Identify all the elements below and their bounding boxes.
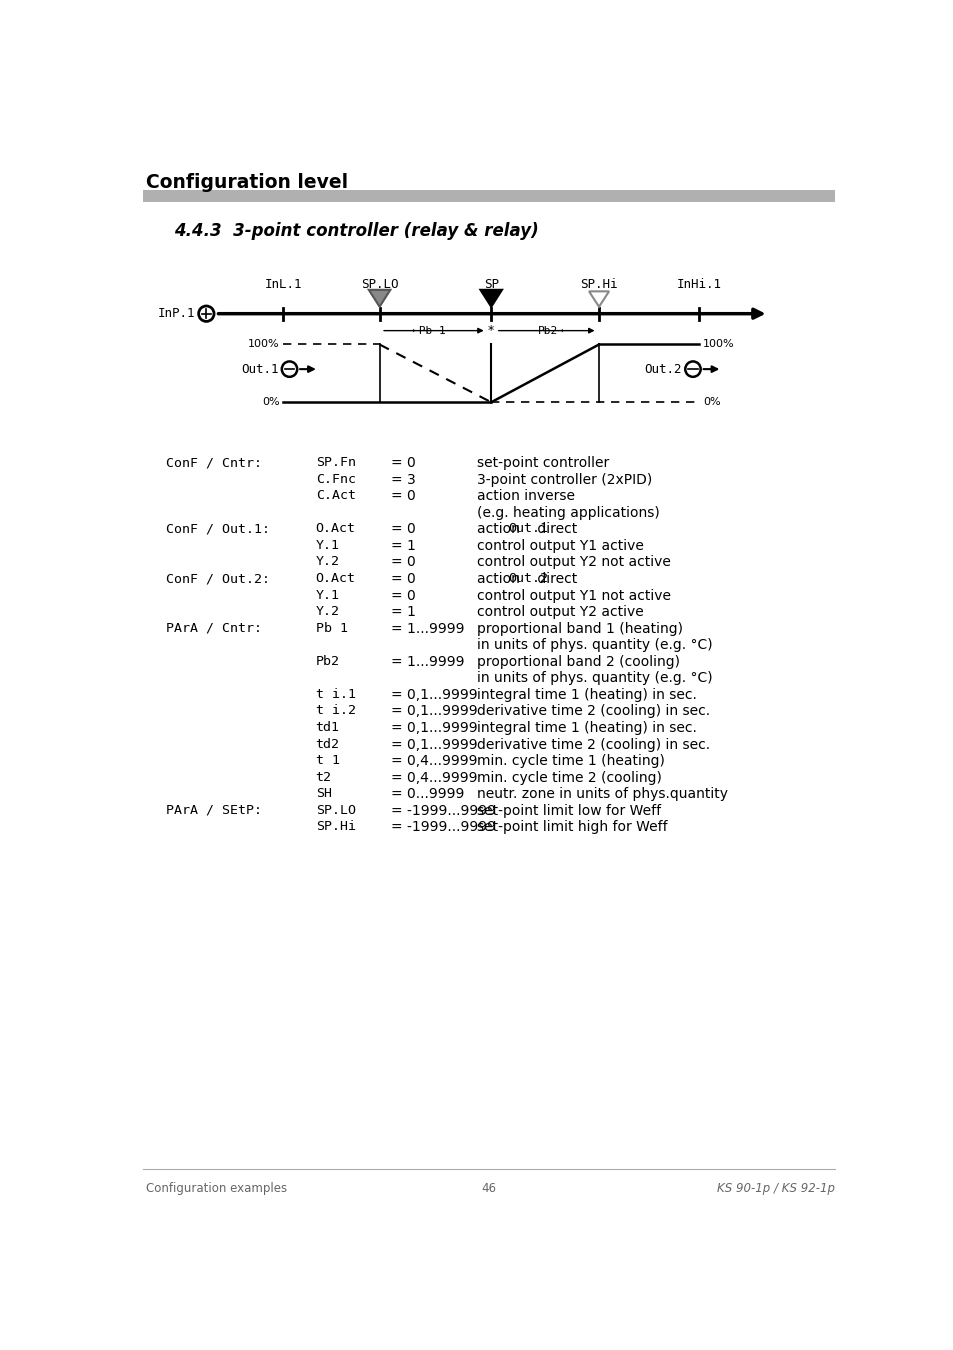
Text: Configuration examples: Configuration examples [146,1183,287,1195]
Text: SP.Fn: SP.Fn [315,456,355,470]
Text: = -1999...9999: = -1999...9999 [391,803,496,818]
Text: InHi.1: InHi.1 [676,278,720,290]
Text: neutr. zone in units of phys.quantity: neutr. zone in units of phys.quantity [476,787,727,802]
Text: C.Fnc: C.Fnc [315,472,355,486]
Text: 4.4.3  3-point controller (relay & relay): 4.4.3 3-point controller (relay & relay) [173,221,538,240]
Text: InL.1: InL.1 [264,278,302,290]
Text: set-point controller: set-point controller [476,456,609,470]
Text: integral time 1 (heating) in sec.: integral time 1 (heating) in sec. [476,721,697,734]
Text: action: action [476,572,524,586]
Text: Out.1: Out.1 [241,363,278,375]
Text: = -1999...9999: = -1999...9999 [391,821,496,834]
Text: 3-point controller (2xPID): 3-point controller (2xPID) [476,472,652,487]
Text: t i.2: t i.2 [315,705,355,717]
Text: in units of phys. quantity (e.g. °C): in units of phys. quantity (e.g. °C) [476,671,712,686]
Text: t2: t2 [315,771,332,784]
Text: ←Pb 1: ←Pb 1 [412,325,445,336]
Text: Pb2: Pb2 [315,655,339,668]
Text: = 0: = 0 [391,572,416,586]
Text: Y.2: Y.2 [315,555,339,568]
Text: Y.2: Y.2 [315,605,339,618]
Text: min. cycle time 1 (heating): min. cycle time 1 (heating) [476,755,664,768]
Text: t i.1: t i.1 [315,688,355,701]
Text: control output Y1 not active: control output Y1 not active [476,589,671,602]
Text: SP.Hi: SP.Hi [315,821,355,833]
Text: SP.LO: SP.LO [360,278,398,290]
Text: = 0: = 0 [391,489,416,504]
Text: set-point limit low for Weff: set-point limit low for Weff [476,803,660,818]
Text: derivative time 2 (cooling) in sec.: derivative time 2 (cooling) in sec. [476,737,710,752]
Text: 0%: 0% [702,397,720,408]
Text: action inverse: action inverse [476,489,575,504]
Text: = 3: = 3 [391,472,416,487]
Text: Pb 1: Pb 1 [315,622,347,634]
Text: control output Y1 active: control output Y1 active [476,539,643,553]
Text: min. cycle time 2 (cooling): min. cycle time 2 (cooling) [476,771,661,784]
Text: Configuration level: Configuration level [146,173,348,192]
Polygon shape [480,290,501,306]
Text: td2: td2 [315,737,339,751]
Text: SH: SH [315,787,332,801]
Text: C.Act: C.Act [315,489,355,502]
Text: control output Y2 not active: control output Y2 not active [476,555,671,570]
Text: Y.1: Y.1 [315,589,339,602]
Text: ConF / Out.1:: ConF / Out.1: [166,522,270,536]
Text: integral time 1 (heating) in sec.: integral time 1 (heating) in sec. [476,688,697,702]
Text: proportional band 1 (heating): proportional band 1 (heating) [476,622,682,636]
Text: PArA / Cntr:: PArA / Cntr: [166,622,262,634]
Text: Out.2: Out.2 [508,572,548,585]
Text: Out.2: Out.2 [644,363,681,375]
Text: = 0: = 0 [391,456,416,470]
Text: derivative time 2 (cooling) in sec.: derivative time 2 (cooling) in sec. [476,705,710,718]
Text: t 1: t 1 [315,755,339,767]
Text: = 0,1...9999: = 0,1...9999 [391,688,477,702]
Text: = 0: = 0 [391,555,416,570]
Text: proportional band 2 (cooling): proportional band 2 (cooling) [476,655,679,668]
Text: = 0...9999: = 0...9999 [391,787,464,802]
Text: 0%: 0% [261,397,279,408]
Text: SP: SP [483,278,498,290]
Text: (e.g. heating applications): (e.g. heating applications) [476,506,659,520]
Text: = 1...9999: = 1...9999 [391,655,464,668]
Text: 100%: 100% [702,339,734,350]
Text: PArA / SEtP:: PArA / SEtP: [166,803,262,817]
Text: td1: td1 [315,721,339,734]
Text: direct: direct [532,522,577,536]
Text: SP.LO: SP.LO [315,803,355,817]
Text: = 0: = 0 [391,589,416,602]
Text: Pb2→: Pb2→ [537,325,564,336]
Text: = 0,4...9999: = 0,4...9999 [391,755,477,768]
Text: = 0: = 0 [391,522,416,536]
Text: ConF / Cntr:: ConF / Cntr: [166,456,262,470]
Text: 46: 46 [481,1183,496,1195]
Text: ConF / Out.2:: ConF / Out.2: [166,572,270,585]
Text: Out.1: Out.1 [508,522,548,536]
Text: control output Y2 active: control output Y2 active [476,605,643,620]
Text: Y.1: Y.1 [315,539,339,552]
Text: in units of phys. quantity (e.g. °C): in units of phys. quantity (e.g. °C) [476,639,712,652]
Polygon shape [369,290,390,306]
Text: O.Act: O.Act [315,572,355,585]
Text: = 0,1...9999: = 0,1...9999 [391,721,477,734]
Text: direct: direct [532,572,577,586]
Text: = 0,1...9999: = 0,1...9999 [391,705,477,718]
Text: KS 90-1p / KS 92-1p: KS 90-1p / KS 92-1p [716,1183,834,1195]
Text: *: * [488,324,494,338]
Text: InP.1: InP.1 [158,308,195,320]
Text: = 1: = 1 [391,605,416,620]
Text: 100%: 100% [248,339,279,350]
Text: = 1: = 1 [391,539,416,553]
Polygon shape [588,292,608,306]
Text: O.Act: O.Act [315,522,355,536]
Text: = 0,4...9999: = 0,4...9999 [391,771,477,784]
Bar [143,190,834,202]
Text: set-point limit high for Weff: set-point limit high for Weff [476,821,667,834]
Text: = 0,1...9999: = 0,1...9999 [391,737,477,752]
Text: SP.Hi: SP.Hi [579,278,618,290]
Text: = 1...9999: = 1...9999 [391,622,464,636]
Text: action: action [476,522,524,536]
